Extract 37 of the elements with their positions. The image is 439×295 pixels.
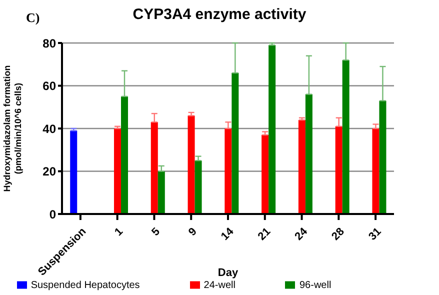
bar — [232, 72, 239, 214]
x-tick-label: 1 — [112, 226, 126, 239]
bar — [335, 126, 342, 214]
y-tick-label: 20 — [42, 164, 56, 179]
x-tick-label: 24 — [292, 225, 311, 243]
bar — [70, 130, 78, 214]
x-tick-label: 21 — [256, 226, 274, 243]
y-tick-label: 80 — [42, 36, 56, 50]
bar — [158, 171, 165, 214]
x-tick-label: 9 — [186, 226, 200, 239]
y-tick-label: 0 — [49, 207, 56, 222]
bar — [305, 94, 312, 214]
legend-label: 96-well — [299, 280, 332, 291]
x-axis-title: Day — [218, 267, 239, 279]
bar — [114, 128, 122, 214]
bar — [268, 45, 276, 214]
bar — [342, 60, 350, 214]
bar — [262, 134, 269, 214]
bar — [188, 116, 195, 214]
x-tick-label: 28 — [330, 226, 347, 243]
y-axis-title: Hydroxymidazolam formation (pmol/min/10^6 cells) — [2, 65, 23, 192]
y-tick-label: 40 — [42, 122, 56, 136]
bar — [379, 100, 386, 214]
bar — [150, 122, 158, 214]
y-tick-label: 60 — [42, 79, 56, 94]
legend-label: Suspended Hepatocytes — [30, 280, 140, 291]
bar — [194, 160, 202, 214]
x-tick-label: 5 — [150, 226, 162, 239]
bar — [298, 120, 306, 214]
legend-label: 24-well — [204, 280, 236, 291]
bar — [372, 128, 380, 214]
x-tick-label: 14 — [219, 225, 237, 243]
bar — [121, 96, 128, 214]
x-tick-label: 31 — [366, 226, 384, 243]
bar — [224, 128, 232, 214]
text: C) — [26, 10, 40, 26]
chart-title: CYP3A4 enzyme activity — [132, 6, 306, 23]
